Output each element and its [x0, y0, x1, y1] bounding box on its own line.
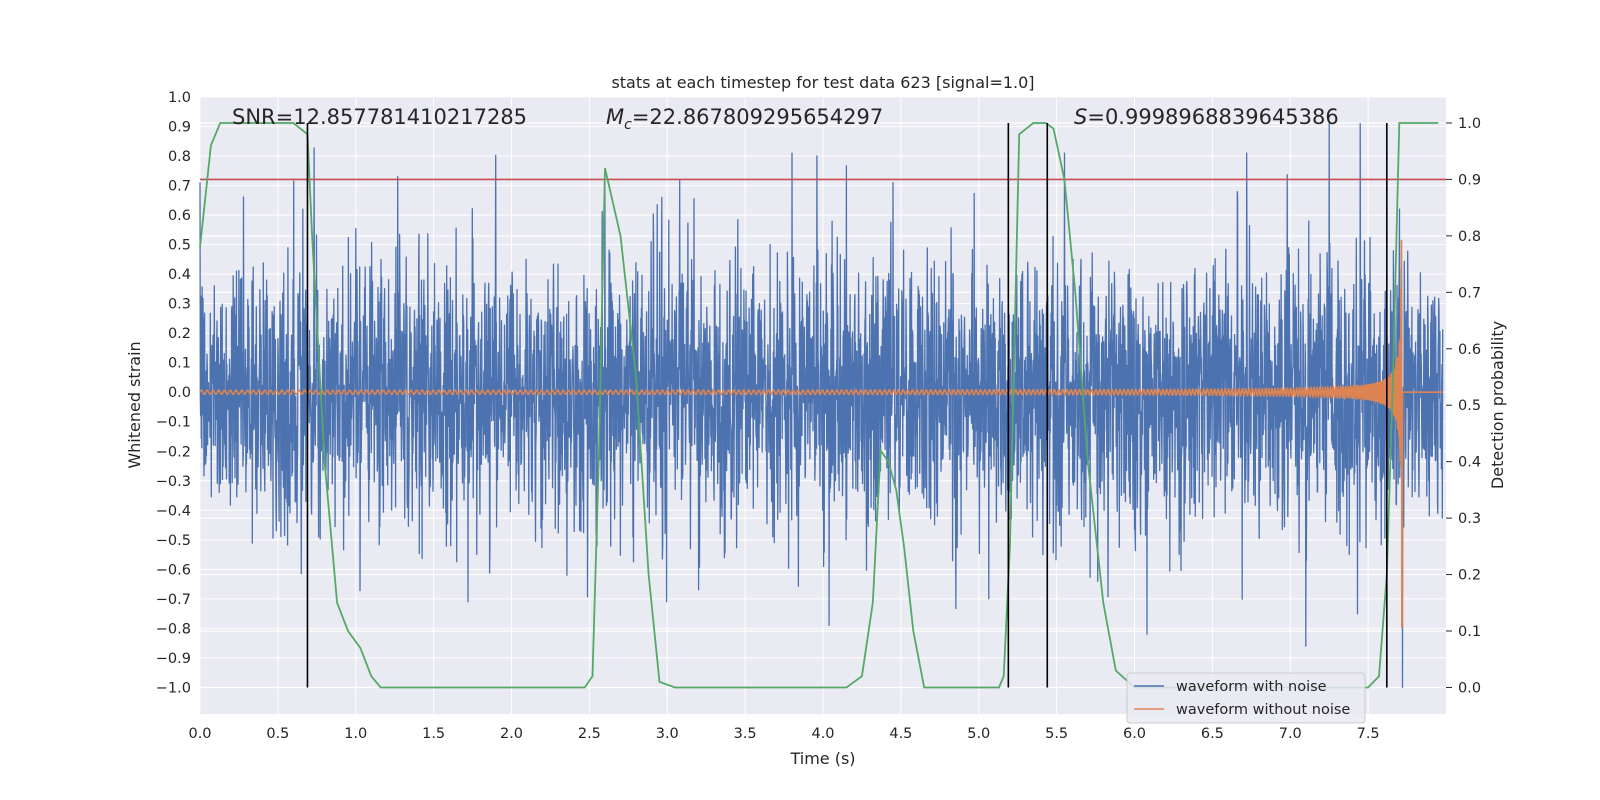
- x-tick-label: 0.5: [266, 726, 289, 742]
- y2-tick-label: 0.8: [1458, 229, 1481, 245]
- y-tick-label: −0.8: [156, 621, 191, 637]
- x-tick-label: 4.5: [889, 726, 912, 742]
- vertical-markers: [306, 122, 1388, 688]
- y2-tick-label: 0.6: [1458, 342, 1481, 358]
- y2-tick-label: 0.9: [1458, 172, 1481, 188]
- chirp-mass-symbol: M: [606, 105, 624, 129]
- y-tick-label: 0.4: [168, 267, 191, 283]
- y2-tick-label: 0.0: [1458, 680, 1481, 696]
- y2-tick-label: 0.4: [1458, 455, 1481, 471]
- score-annotation: S=0.9998968839645386: [1074, 105, 1339, 129]
- y2-tick-label: 0.3: [1458, 511, 1481, 527]
- waveform-without-noise-series: [199, 239, 1443, 629]
- y2-tick-label: 0.7: [1458, 285, 1481, 301]
- y-tick-label: 1.0: [168, 90, 191, 106]
- legend-box: [1126, 672, 1366, 724]
- x-tick-label: 3.0: [656, 726, 679, 742]
- score-value: =0.9998968839645386: [1087, 105, 1338, 129]
- y2-tick-label: 1.0: [1458, 116, 1481, 132]
- y-tick-label: 0.2: [168, 326, 191, 342]
- y-tick-label: −0.2: [156, 444, 191, 460]
- noise-waveform-line: [199, 122, 1444, 689]
- y-tick-label: −0.6: [156, 562, 191, 578]
- x-tick-label: 0.0: [188, 726, 211, 742]
- x-tick-label: 6.0: [1123, 726, 1146, 742]
- chart-title: stats at each timestep for test data 623…: [611, 73, 1034, 92]
- clean-waveform-line: [199, 239, 1443, 629]
- y-tick-label: 0.3: [168, 297, 191, 313]
- legend: waveform with noise waveform without noi…: [1126, 672, 1366, 724]
- y2-tick-label: 0.2: [1458, 568, 1481, 584]
- y-tick-label: 0.1: [168, 356, 191, 372]
- y-tick-label: −0.9: [156, 651, 191, 667]
- y-tick-label: −0.1: [156, 415, 191, 431]
- y-tick-label: −0.5: [156, 533, 191, 549]
- y2-tick-label: 0.1: [1458, 624, 1481, 640]
- chirp-mass-value: =22.867809295654297: [632, 105, 883, 129]
- x-tick-label: 4.0: [811, 726, 834, 742]
- y-tick-label: −0.3: [156, 474, 191, 490]
- y-tick-label: 0.8: [168, 149, 191, 165]
- chirp-mass-subscript: c: [624, 117, 632, 133]
- snr-annotation: SNR=12.857781410217285: [232, 105, 527, 129]
- y-tick-label: 0.7: [168, 179, 191, 195]
- x-tick-label: 7.0: [1279, 726, 1302, 742]
- y-axis-label: Whitened strain: [125, 341, 144, 468]
- y-axis-ticks: 1.0 0.9 0.8 0.7 0.6 0.5 0.4 0.3 0.2 0.1 0.0 −0.1 −0.…: [156, 90, 191, 696]
- x-tick-label: 5.5: [1045, 726, 1068, 742]
- y-tick-label: −1.0: [156, 680, 191, 696]
- x-tick-label: 1.0: [344, 726, 367, 742]
- y2-tick-label: 0.5: [1458, 398, 1481, 414]
- waveform-with-noise-series: [199, 122, 1444, 689]
- x-tick-label: 3.5: [734, 726, 757, 742]
- y-tick-label: −0.4: [156, 503, 191, 519]
- legend-label-clean: waveform without noise: [1176, 702, 1350, 718]
- score-symbol: S: [1074, 105, 1087, 129]
- chirp-mass-annotation: Mc=22.867809295654297: [606, 105, 883, 133]
- y-tick-label: 0.6: [168, 208, 191, 224]
- x-tick-label: 7.5: [1357, 726, 1380, 742]
- x-tick-label: 2.0: [500, 726, 523, 742]
- x-tick-label: 2.5: [578, 726, 601, 742]
- y2-axis-label: Detection probability: [1488, 321, 1507, 489]
- y-tick-label: 0.5: [168, 238, 191, 254]
- y-tick-label: −0.7: [156, 592, 191, 608]
- x-tick-label: 6.5: [1201, 726, 1224, 742]
- x-axis-ticks: 0.0 0.5 1.0 1.5 2.0 2.5 3.0 3.5 4.0 4.5 5.0 5.5 6.0 6…: [188, 726, 1379, 742]
- y2-axis-ticks: 1.0 0.9 0.8 0.7 0.6 0.5 0.4 0.3 0.2 0.1 0.0: [1446, 116, 1481, 696]
- x-axis-label: Time (s): [789, 749, 855, 768]
- y-tick-label: 0.0: [168, 385, 191, 401]
- y-tick-label: 0.9: [168, 120, 191, 136]
- x-tick-label: 1.5: [422, 726, 445, 742]
- x-tick-label: 5.0: [967, 726, 990, 742]
- legend-label-noise: waveform with noise: [1176, 679, 1327, 695]
